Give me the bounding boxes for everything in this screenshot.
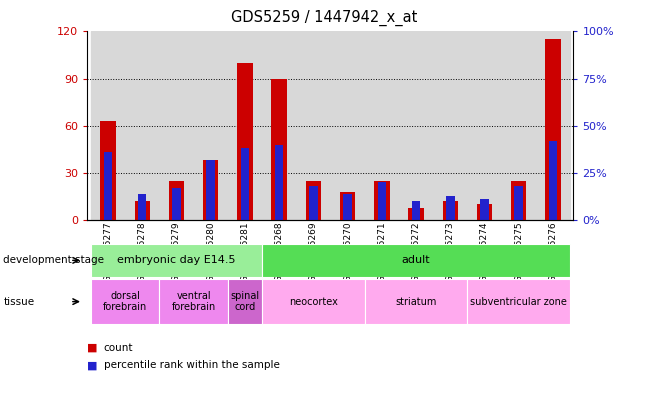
Bar [159,279,228,324]
Bar [330,31,365,220]
Bar [412,201,421,220]
Bar [443,201,458,220]
Bar [104,152,112,220]
Bar [138,194,146,220]
Bar [194,31,228,220]
Bar [262,31,296,220]
Text: GDS5259 / 1447942_x_at: GDS5259 / 1447942_x_at [231,10,417,26]
Bar [228,279,262,324]
Text: percentile rank within the sample: percentile rank within the sample [104,360,279,371]
Bar [467,31,502,220]
Bar [399,31,433,220]
Bar [365,279,467,324]
Bar [374,181,389,220]
Bar [91,279,159,324]
Text: embryonic day E14.5: embryonic day E14.5 [117,255,236,265]
Text: striatum: striatum [395,297,437,307]
Bar [262,244,570,277]
Bar [408,208,424,220]
Bar [228,31,262,220]
Bar [309,186,318,220]
Bar [365,31,399,220]
Bar [511,181,526,220]
Bar [536,31,570,220]
Bar [272,79,287,220]
Bar [480,199,489,220]
Bar [378,182,386,220]
Bar [433,31,467,220]
Bar [446,196,454,220]
Bar [262,279,365,324]
Bar [515,186,523,220]
Text: ■: ■ [87,360,98,371]
Bar [343,194,352,220]
Bar [340,192,355,220]
Bar [306,181,321,220]
Bar [502,31,536,220]
Bar [477,204,492,220]
Bar [467,279,570,324]
Text: adult: adult [402,255,430,265]
Bar [237,63,253,220]
Bar [159,31,194,220]
Bar [135,201,150,220]
Text: neocortex: neocortex [289,297,338,307]
Text: count: count [104,343,133,353]
Text: ■: ■ [87,343,98,353]
Text: ventral
forebrain: ventral forebrain [172,291,216,312]
Bar [207,160,215,220]
Bar [545,39,561,220]
Text: tissue: tissue [3,297,34,307]
Bar [172,188,181,220]
Text: subventricular zone: subventricular zone [470,297,567,307]
Bar [91,244,262,277]
Bar [168,181,184,220]
Text: dorsal
forebrain: dorsal forebrain [103,291,147,312]
Bar [296,31,330,220]
Bar [240,149,249,220]
Bar [125,31,159,220]
Bar [91,31,125,220]
Text: spinal
cord: spinal cord [230,291,259,312]
Bar [549,141,557,220]
Bar [100,121,116,220]
Text: development stage: development stage [3,255,104,265]
Bar [203,160,218,220]
Bar [275,145,283,220]
